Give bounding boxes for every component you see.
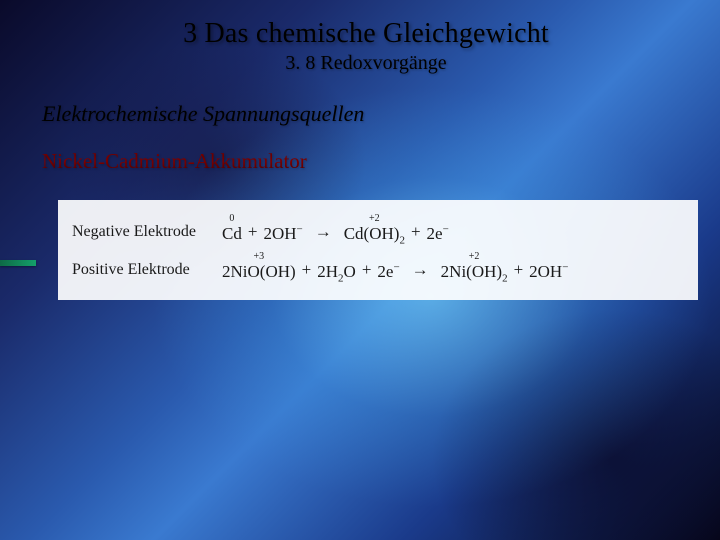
- subtopic-heading: Nickel-Cadmium-Akkumulator: [42, 149, 692, 174]
- term-2niooh: +3 2NiO(OH): [222, 263, 296, 280]
- arrow-icon: →: [406, 260, 435, 280]
- section-subtitle: 3. 8 Redoxvorgänge: [40, 52, 692, 75]
- plus: +: [248, 222, 258, 242]
- term-2e: 2e−: [377, 263, 399, 280]
- cdoh-text: Cd(OH): [344, 224, 400, 243]
- cdoh-sub2: 2: [399, 234, 405, 246]
- topic-heading: Elektrochemische Spannungsquellen: [42, 101, 692, 127]
- chapter-title: 3 Das chemische Gleichgewicht: [40, 18, 692, 50]
- coef-2: 2: [222, 262, 231, 281]
- oh-minus: −: [562, 261, 568, 273]
- plus: +: [362, 260, 372, 280]
- term-cdoh2: +2 Cd(OH)2: [344, 225, 405, 242]
- coef-2: 2: [441, 262, 450, 281]
- term-2e: 2e−: [427, 225, 449, 242]
- oh-text: OH: [272, 224, 297, 243]
- plus: +: [514, 260, 524, 280]
- niooh-text: NiO(OH): [231, 262, 296, 281]
- e-minus: −: [443, 223, 449, 235]
- ox-niooh: +3: [254, 252, 265, 262]
- h-text: H: [326, 262, 338, 281]
- equation-positive-electrode: Positive Elektrode +3 2NiO(OH) + 2H2O + …: [72, 260, 684, 280]
- electrode-label-positive: Positive Elektrode: [72, 261, 222, 279]
- equation-body-negative: 0 Cd + 2OH− → +2 Cd(OH)2 + 2e−: [222, 222, 449, 242]
- e-minus: −: [393, 261, 399, 273]
- o-text: O: [344, 262, 356, 281]
- coef-2: 2: [427, 224, 436, 243]
- ox-nioh2: +2: [469, 252, 480, 262]
- term-2nioh2: +2 2Ni(OH)2: [441, 263, 508, 280]
- electrode-label-negative: Negative Elektrode: [72, 223, 222, 241]
- plus: +: [302, 260, 312, 280]
- accent-bar: [0, 260, 36, 266]
- ox-cd: 0: [229, 214, 234, 224]
- equation-panel: Negative Elektrode 0 Cd + 2OH− → +2 Cd(O…: [58, 200, 698, 300]
- coef-2: 2: [377, 262, 386, 281]
- equation-body-positive: +3 2NiO(OH) + 2H2O + 2e− → +2 2Ni(OH)2 +: [222, 260, 568, 280]
- term-2oh: 2OH−: [263, 225, 302, 242]
- ox-cdoh2: +2: [369, 214, 380, 224]
- coef-2: 2: [317, 262, 326, 281]
- arrow-icon: →: [309, 222, 338, 242]
- e-text: e: [435, 224, 443, 243]
- nioh2-text: Ni(OH): [449, 262, 502, 281]
- cd-text: Cd: [222, 224, 242, 243]
- coef-2: 2: [529, 262, 538, 281]
- nioh2-sub2: 2: [502, 272, 508, 284]
- oh-text: OH: [538, 262, 563, 281]
- term-cd: 0 Cd: [222, 225, 242, 242]
- plus: +: [411, 222, 421, 242]
- oh-minus: −: [297, 223, 303, 235]
- term-2h2o: 2H2O: [317, 263, 356, 280]
- coef-2: 2: [263, 224, 272, 243]
- term-2oh: 2OH−: [529, 263, 568, 280]
- slide-root: 3 Das chemische Gleichgewicht 3. 8 Redox…: [0, 0, 720, 540]
- equation-negative-electrode: Negative Elektrode 0 Cd + 2OH− → +2 Cd(O…: [72, 222, 684, 242]
